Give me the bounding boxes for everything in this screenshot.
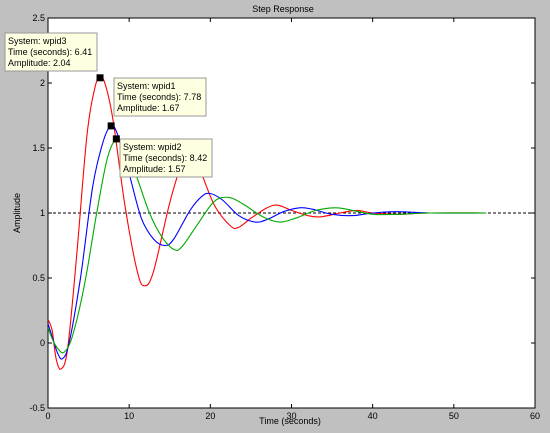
datatip-marker-wpid1[interactable]: [107, 122, 115, 130]
datatip-time: Time (seconds): 8.42: [123, 153, 207, 163]
x-axis-label: Time (seconds): [259, 416, 321, 426]
x-tick-label: 20: [205, 411, 215, 421]
y-tick-label: 1.5: [32, 143, 45, 153]
datatip-marker-wpid2[interactable]: [112, 135, 120, 143]
x-tick-label: 0: [45, 411, 50, 421]
ticks: 0 10 20 30 40 50 60-0.500.511.522.5: [29, 13, 540, 421]
y-tick-label: 0.5: [32, 273, 45, 283]
datatip-time: Time (seconds): 7.78: [117, 92, 201, 102]
y-tick-label: 2: [40, 78, 45, 88]
x-tick-label: 10: [124, 411, 134, 421]
datatip-wpid3[interactable]: System: wpid3 Time (seconds): 6.41 Ampli…: [4, 32, 98, 72]
datatips: System: wpid3 Time (seconds): 6.41 Ampli…: [4, 32, 213, 178]
datatip-marker-wpid3[interactable]: [96, 74, 104, 82]
y-tick-label: 0: [40, 338, 45, 348]
y-tick-label: 1: [40, 208, 45, 218]
datatip-time: Time (seconds): 6.41: [8, 47, 92, 57]
datatip-system: System: wpid3: [8, 36, 67, 46]
datatip-box: [119, 138, 213, 178]
series-line-wpid1[interactable]: [47, 125, 487, 360]
datatip-amplitude: Amplitude: 2.04: [8, 58, 71, 68]
datatip-box: [4, 32, 98, 72]
x-tick-label: 60: [530, 411, 540, 421]
datatip-system: System: wpid1: [117, 81, 176, 91]
x-tick-label: 40: [368, 411, 378, 421]
datatip-amplitude: Amplitude: 1.57: [123, 164, 186, 174]
y-tick-label: 2.5: [32, 13, 45, 23]
x-tick-label: 30: [286, 411, 296, 421]
datatip-amplitude: Amplitude: 1.67: [117, 103, 180, 113]
y-tick-label: -0.5: [29, 403, 45, 413]
datatip-wpid1[interactable]: System: wpid1 Time (seconds): 7.78 Ampli…: [113, 77, 207, 117]
x-tick-label: 50: [449, 411, 459, 421]
datatip-system: System: wpid2: [123, 142, 182, 152]
chart-title: Step Response: [252, 4, 314, 14]
datatip-wpid2[interactable]: System: wpid2 Time (seconds): 8.42 Ampli…: [119, 138, 213, 178]
datatip-box: [113, 77, 207, 117]
y-axis-label: Amplitude: [12, 193, 22, 233]
series-line-wpid2[interactable]: [47, 137, 487, 354]
